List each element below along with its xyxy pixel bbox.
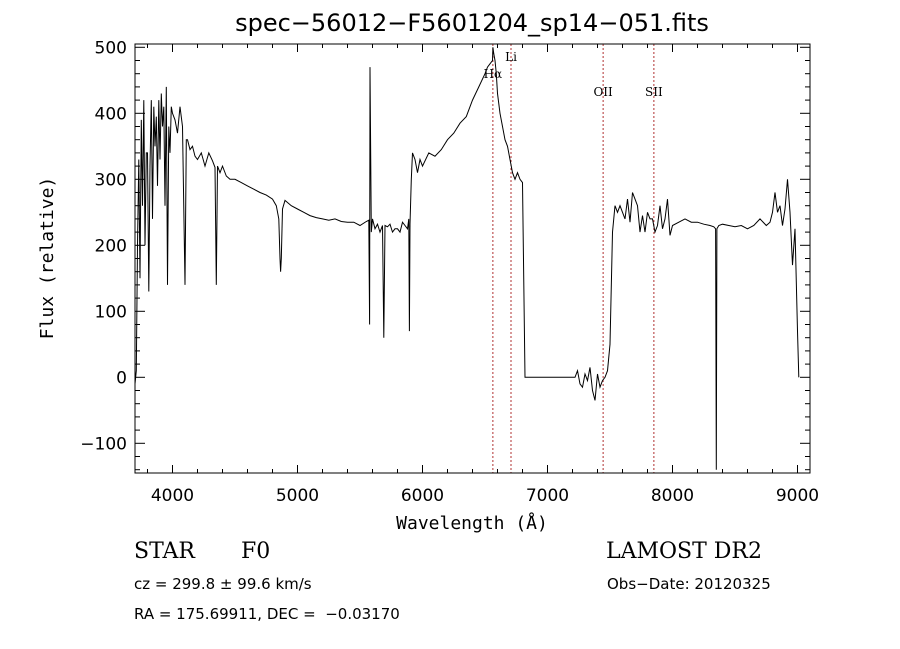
y-tick-label: 100 bbox=[95, 302, 127, 322]
x-tick-label: 8000 bbox=[651, 486, 694, 506]
plot-frame bbox=[134, 43, 811, 474]
x-tick-label: 7000 bbox=[526, 486, 569, 506]
y-tick-label: 300 bbox=[95, 170, 127, 190]
y-tick-label: 400 bbox=[95, 104, 127, 124]
x-axis-label: Wavelength (Å) bbox=[396, 512, 548, 534]
y-axis-label: Flux (relative) bbox=[37, 177, 58, 340]
y-tick-label: −100 bbox=[80, 434, 127, 454]
survey-name: LAMOST DR2 bbox=[606, 539, 762, 564]
object-subclass: F0 bbox=[241, 539, 271, 564]
chart-title: spec−56012−F5601204_sp14−051.fits bbox=[235, 9, 709, 37]
annotation-label: OII bbox=[593, 85, 613, 99]
y-tick-label: 200 bbox=[95, 236, 127, 256]
annotation-label: SII bbox=[645, 85, 663, 99]
observation-date: Obs−Date: 20120325 bbox=[607, 575, 771, 593]
y-tick-label: 0 bbox=[116, 368, 127, 388]
y-tick-label: 500 bbox=[95, 38, 127, 58]
x-tick-label: 4000 bbox=[151, 486, 194, 506]
annotation-label: Li bbox=[505, 50, 517, 64]
x-tick-label: 6000 bbox=[401, 486, 444, 506]
ra-dec: RA = 175.69911, DEC = −0.03170 bbox=[134, 605, 400, 623]
redshift-cz: cz = 299.8 ± 99.6 km/s bbox=[134, 575, 312, 593]
x-tick-label: 9000 bbox=[776, 486, 819, 506]
annotation-label: Hα bbox=[484, 67, 503, 81]
object-class: STAR bbox=[134, 539, 195, 564]
spectrum-line bbox=[134, 47, 800, 470]
y-axis: −100 0 100 200 300 400 500 bbox=[80, 38, 810, 471]
x-tick-label: 5000 bbox=[276, 486, 319, 506]
x-axis: 4000 5000 6000 7000 8000 9000 bbox=[147, 44, 819, 506]
